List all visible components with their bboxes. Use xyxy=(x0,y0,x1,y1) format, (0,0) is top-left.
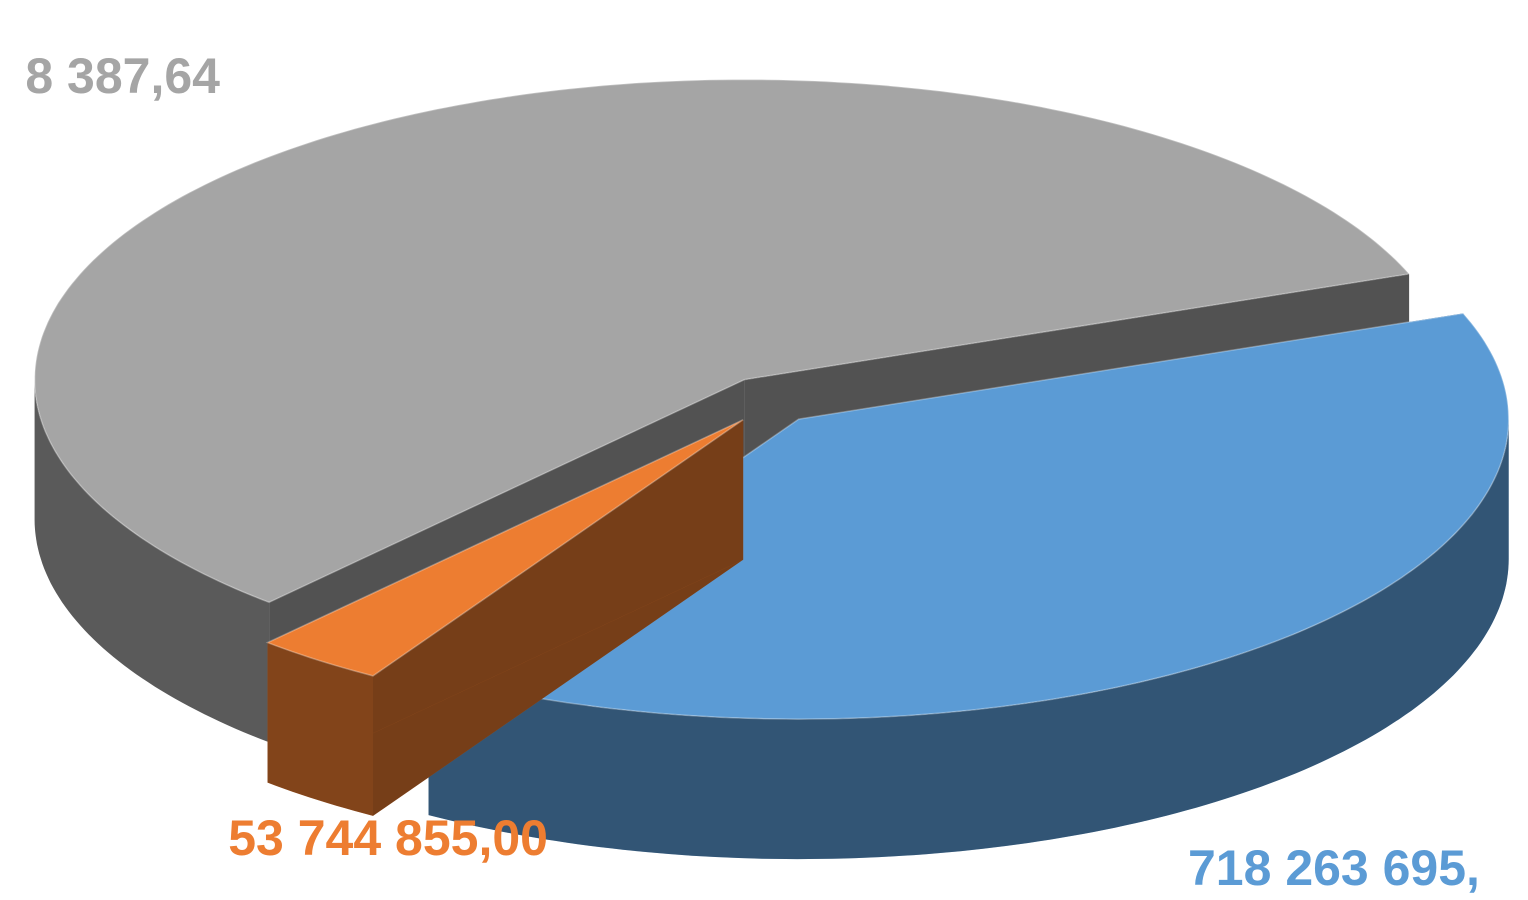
data-label: 53 744 855,00 xyxy=(228,810,548,866)
slice-side-shade xyxy=(428,419,1509,860)
slice xyxy=(426,312,1510,720)
slice-side-shade xyxy=(34,379,270,743)
slice-side-shade xyxy=(267,642,373,816)
slice-side xyxy=(428,419,1509,860)
slice xyxy=(265,419,744,677)
slice-side xyxy=(34,379,270,743)
slice-shade xyxy=(267,419,744,783)
slice-side xyxy=(267,642,373,816)
data-label: 718 263 695, xyxy=(1188,840,1480,896)
slice xyxy=(33,78,1411,604)
data-label: 8 387,64 xyxy=(25,48,220,104)
